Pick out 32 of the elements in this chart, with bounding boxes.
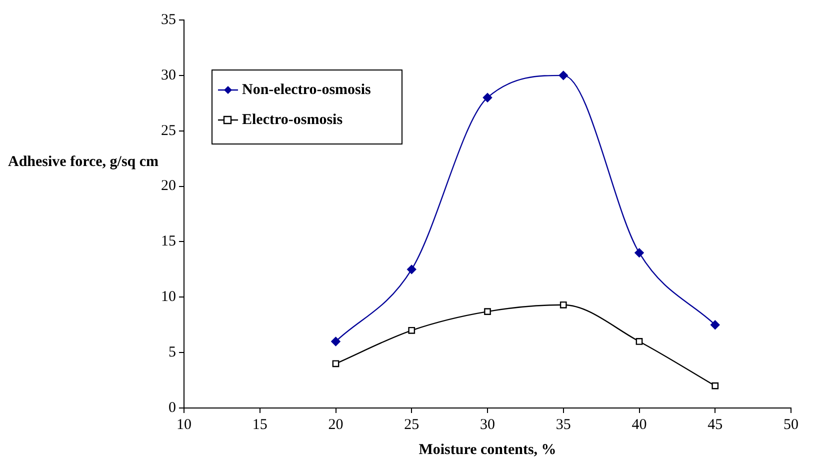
point	[636, 338, 643, 345]
legend-label: Non-electro-osmosis	[242, 82, 372, 98]
point	[482, 93, 492, 102]
x-tick-label: 45	[708, 416, 723, 433]
point	[407, 264, 416, 274]
x-tick-label: 20	[328, 416, 344, 433]
point	[712, 382, 719, 390]
y-axis-title: Adhesive force, g/sq cm	[8, 154, 160, 170]
x-tick-label: 50	[784, 416, 798, 433]
x-tick-label: 15	[252, 416, 268, 433]
y-tick-label: 20	[161, 178, 176, 194]
x-axis-title: Moisture contents, %	[418, 442, 556, 458]
point	[484, 308, 491, 315]
y-tick-label: 5	[168, 344, 176, 361]
point	[332, 360, 340, 368]
point	[408, 326, 416, 334]
y-tick-label: 35	[161, 12, 176, 28]
y-tick-label: 25	[161, 122, 176, 139]
point	[560, 301, 567, 308]
x-tick-label: 35	[556, 416, 571, 433]
y-tick-label: 10	[161, 289, 176, 306]
y-tick-label: 15	[161, 234, 176, 250]
x-tick-label: 25	[404, 416, 420, 433]
point	[710, 320, 720, 330]
y-tick-label: 30	[161, 67, 176, 84]
point	[634, 248, 644, 258]
point	[558, 70, 568, 80]
y-tick-label: 0	[168, 400, 176, 416]
point	[331, 336, 340, 346]
legend-label: Electro-osmosis	[242, 112, 343, 128]
x-tick-label: 40	[632, 416, 647, 433]
x-tick-label: 30	[480, 416, 495, 433]
